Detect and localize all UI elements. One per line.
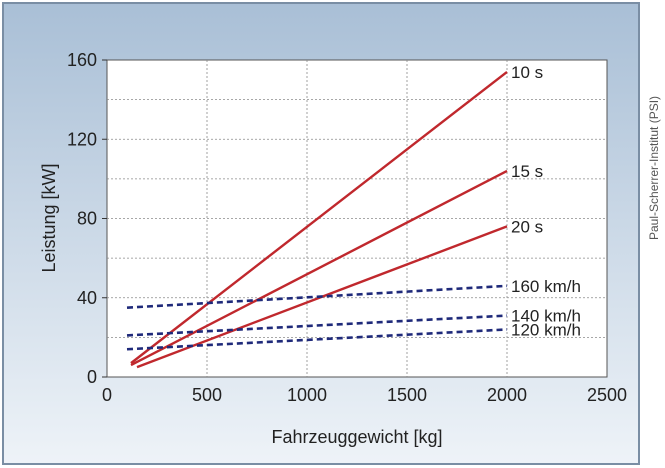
x-tick-label: 500 bbox=[192, 385, 222, 405]
grid-lines bbox=[107, 60, 607, 377]
x-tick-label: 2500 bbox=[587, 385, 627, 405]
series-line bbox=[130, 70, 508, 365]
series-line bbox=[126, 328, 508, 351]
credit-text: Paul-Scherrer-Institut (PSI) bbox=[647, 96, 661, 240]
credit-label: Paul-Scherrer-Institut (PSI) bbox=[647, 96, 661, 240]
y-axis-label: Leistung [kW] bbox=[39, 163, 59, 272]
series-label: 120 km/h bbox=[511, 320, 581, 339]
x-tick-label: 2000 bbox=[487, 385, 527, 405]
y-tick-label: 0 bbox=[87, 367, 97, 387]
x-tick-label: 1500 bbox=[387, 385, 427, 405]
y-tick-label: 80 bbox=[77, 209, 97, 229]
axes: 0 500 1000 1500 2000 2500 0 40 80 120 160 bbox=[67, 50, 627, 405]
series-label: 20 s bbox=[511, 217, 543, 236]
series-label: 140 km/h bbox=[511, 307, 581, 326]
x-axis-label: Fahrzeuggewicht [kg] bbox=[271, 427, 442, 447]
y-tick-label: 120 bbox=[67, 129, 97, 149]
series-label: 10 s bbox=[511, 63, 543, 82]
series-line bbox=[130, 169, 508, 367]
x-tick-label: 1000 bbox=[287, 385, 327, 405]
data-series bbox=[126, 70, 508, 369]
series-label: 160 km/h bbox=[511, 277, 581, 296]
series-line bbox=[126, 284, 508, 309]
series-line bbox=[126, 314, 508, 337]
series-label: 15 s bbox=[511, 162, 543, 181]
y-tick-label: 40 bbox=[77, 288, 97, 308]
y-tick-label: 160 bbox=[67, 50, 97, 70]
x-tick-label: 0 bbox=[102, 385, 112, 405]
